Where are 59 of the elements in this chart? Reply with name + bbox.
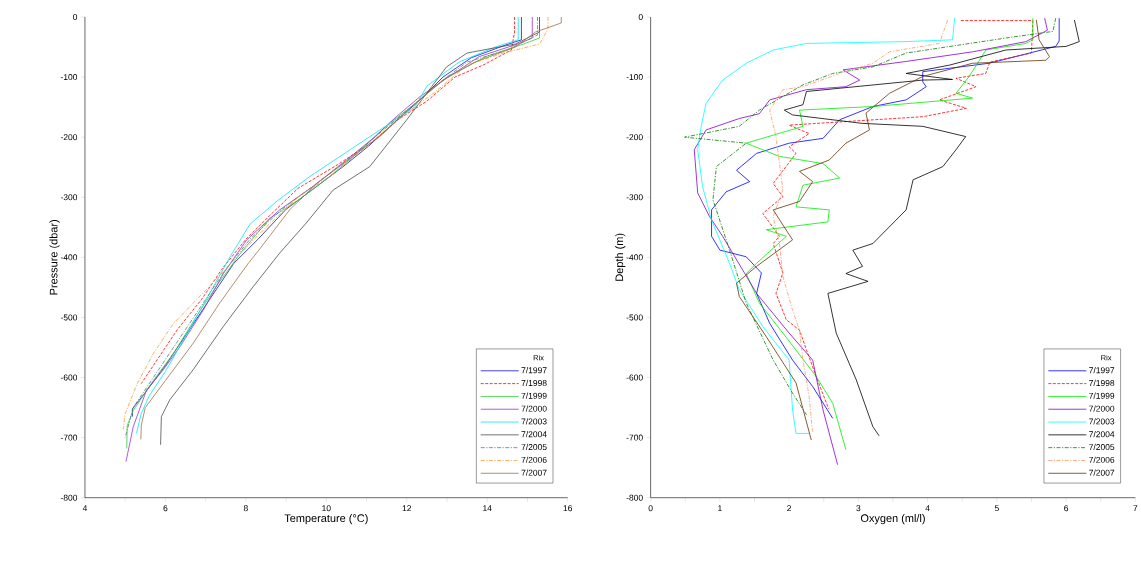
y-tick-label: 0 [638, 14, 643, 21]
legend-label: 7/1998 [1089, 379, 1115, 387]
y-tick-label: -400 [626, 254, 643, 261]
x-tick-label: 8 [243, 505, 248, 512]
y-tick-label: -500 [626, 314, 643, 321]
y-axis-title: Pressure (dbar) [49, 220, 60, 295]
legend-label: 7/2005 [1089, 444, 1115, 451]
y-tick-label: -700 [626, 434, 643, 441]
y-tick-label: -800 [626, 494, 643, 501]
line-series [783, 19, 1080, 437]
line-series [697, 17, 956, 434]
y-tick-label: -500 [60, 314, 78, 321]
x-axis-title: Temperature (°C) [284, 514, 368, 525]
legend-label: 7/1997 [1089, 367, 1115, 374]
y-tick-label: -100 [626, 74, 643, 81]
x-axis-title: Oxygen (ml/l) [860, 514, 925, 525]
legend-label: 7/1998 [521, 379, 547, 387]
legend-label: 7/2003 [521, 418, 547, 425]
x-tick-label: 4 [82, 505, 88, 512]
y-tick-label: -600 [60, 374, 78, 381]
y-tick-label: -300 [60, 194, 78, 201]
line-series [762, 20, 1034, 410]
legend-label: 7/2000 [1089, 405, 1115, 412]
x-tick-label: 7 [1133, 505, 1138, 512]
x-tick-label: 4 [925, 505, 930, 512]
legend-label: 7/2006 [521, 456, 547, 464]
legend-label: 7/1999 [1089, 392, 1115, 399]
x-tick-label: 16 [563, 505, 573, 512]
x-tick-label: 14 [483, 505, 492, 512]
x-tick-label: 6 [163, 505, 168, 512]
x-tick-label: 3 [856, 505, 861, 512]
x-tick-label: 2 [787, 505, 792, 512]
x-tick-label: 12 [402, 505, 412, 512]
legend-label: 7/2000 [521, 405, 547, 412]
x-tick-label: 6 [1064, 505, 1069, 512]
legend-label: 7/2004 [521, 431, 547, 438]
y-tick-label: -400 [60, 254, 78, 261]
y-tick-label: -700 [60, 434, 78, 441]
legend-label: 7/2003 [1089, 418, 1115, 425]
legend-label: 7/2004 [1089, 431, 1115, 438]
y-axis-title: Depth (m) [615, 233, 626, 281]
x-tick-label: 1 [718, 505, 722, 512]
y-tick-label: -300 [626, 194, 643, 201]
y-tick-label: -800 [60, 494, 78, 501]
y-tick-label: -200 [626, 134, 643, 141]
x-tick-label: 10 [322, 505, 331, 512]
x-tick-label: 0 [648, 505, 653, 512]
legend-label: 7/2007 [1089, 469, 1115, 476]
x-tick-label: 5 [994, 505, 999, 512]
legend-label: 7/2005 [521, 444, 547, 451]
y-tick-label: -200 [60, 134, 78, 141]
legend-label: 7/1997 [521, 367, 547, 374]
y-tick-label: -600 [626, 374, 643, 381]
legend-label: 7/2006 [1089, 456, 1115, 464]
y-tick-label: 0 [73, 14, 78, 21]
legend-label: 7/1999 [521, 392, 547, 399]
y-tick-label: -100 [60, 74, 78, 81]
line-series [769, 19, 949, 434]
legend-label: 7/2007 [521, 469, 547, 476]
